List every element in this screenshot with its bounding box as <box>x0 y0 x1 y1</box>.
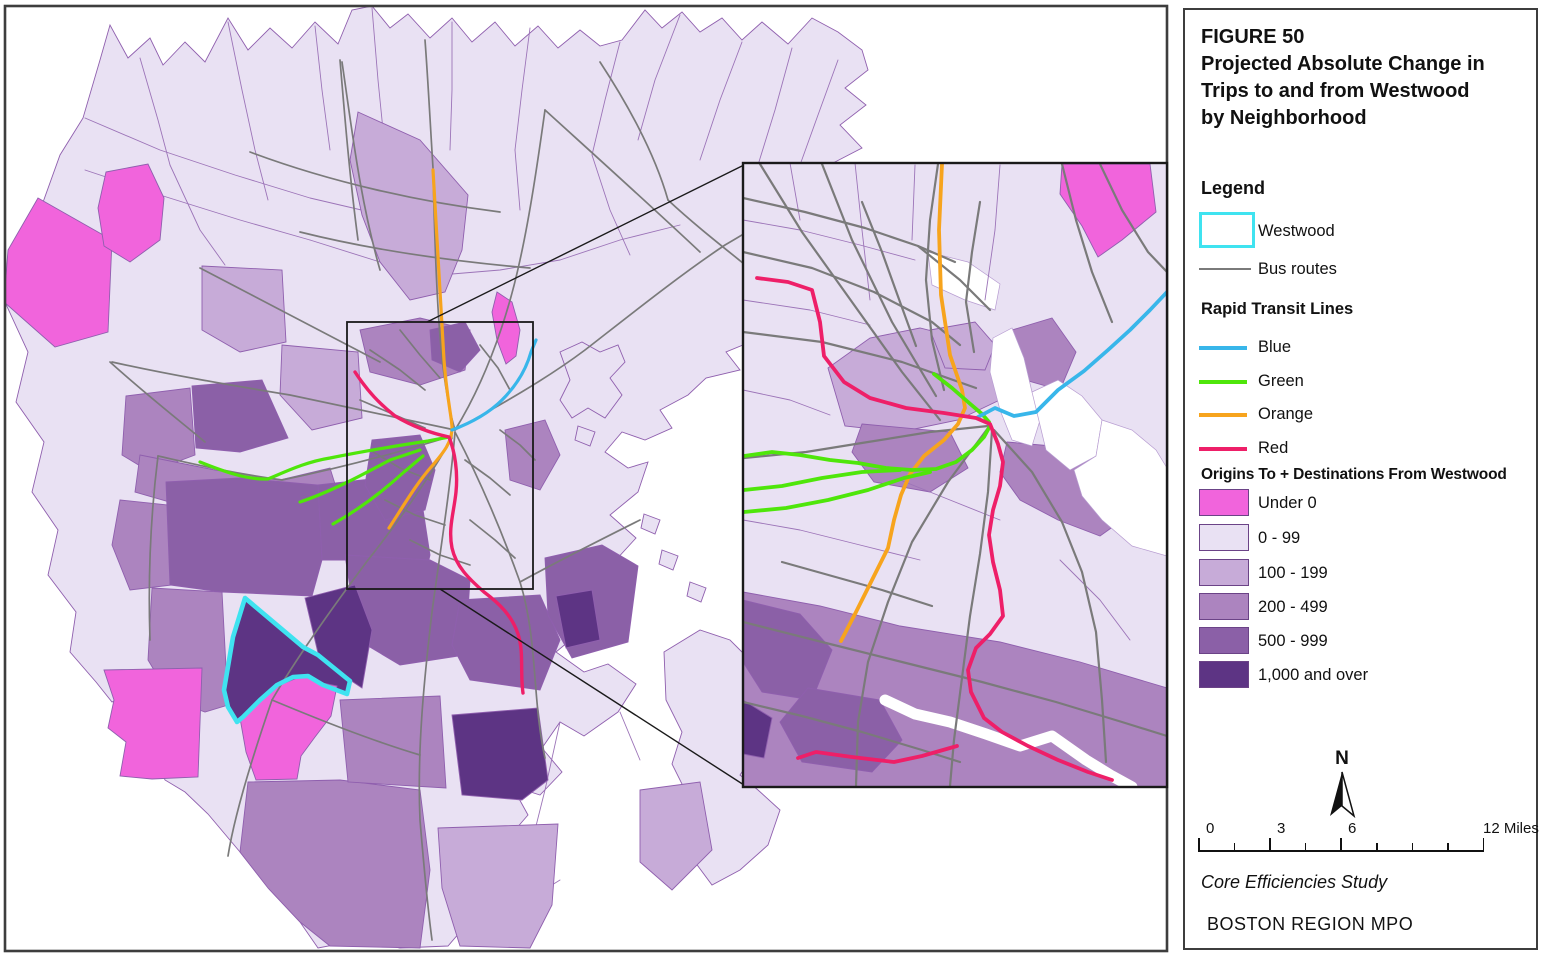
orange-line-inset <box>839 163 967 643</box>
choropleth-legend-header: Origins To + Destinations From Westwood <box>1201 466 1507 483</box>
north-arrow-icon <box>1330 771 1356 819</box>
red-line <box>353 370 525 695</box>
green-line-swatch <box>1199 380 1247 384</box>
westwood-outline <box>221 595 353 725</box>
blue-line-swatch <box>1199 346 1247 350</box>
orange-line-swatch <box>1199 413 1247 417</box>
red-line-inset-spur <box>796 744 959 764</box>
green-line-branch <box>298 448 422 504</box>
north-arrow: N <box>1320 748 1364 820</box>
blue-line <box>450 338 538 432</box>
green-line-inset-branch <box>743 470 932 514</box>
orange-line <box>387 168 454 530</box>
blue-line-inset <box>976 290 1167 419</box>
scale-end-label: 12 Miles <box>1483 820 1539 837</box>
class-swatch-200-499 <box>1199 593 1249 620</box>
negative-region <box>491 291 521 365</box>
inset-frame <box>741 161 1169 789</box>
red-line-swatch <box>1199 447 1247 451</box>
study-name: Core Efficiencies Study <box>1201 872 1388 892</box>
organization-name: BOSTON REGION MPO <box>1207 914 1414 934</box>
class-swatch-0-99 <box>1199 524 1249 551</box>
inset-map <box>741 161 1169 789</box>
green-line-branch <box>331 454 425 526</box>
negative-region <box>103 667 203 780</box>
bus-routes-legend-label: Bus routes <box>1258 260 1337 278</box>
scale-bar: 0 3 6 12 Miles <box>1198 820 1539 866</box>
inset-boundaries <box>743 163 1131 641</box>
westwood-legend-swatch <box>1199 212 1255 248</box>
class-swatch-100-199 <box>1199 559 1249 586</box>
negative-region-inset <box>1059 163 1157 258</box>
transit-lines-main <box>198 168 538 695</box>
transit-lines-header: Rapid Transit Lines <box>1201 300 1354 318</box>
figure-number: FIGURE 50 <box>1201 26 1305 48</box>
inset-water <box>879 251 1167 787</box>
green-line-inset-spur <box>932 372 991 424</box>
region-nahant <box>559 341 626 419</box>
bus-routes-legend-line <box>1199 268 1251 270</box>
negative-region <box>97 163 165 263</box>
info-panel: FIGURE 50 Projected Absolute Change in T… <box>1183 8 1539 950</box>
north-label: N <box>1335 748 1349 769</box>
westwood-legend-label: Westwood <box>1258 222 1335 240</box>
class-swatch-500-999 <box>1199 627 1249 654</box>
region-landmass <box>6 7 869 949</box>
legend-header: Legend <box>1201 178 1266 198</box>
green-line <box>198 435 451 481</box>
class-swatch-1000-over <box>1199 661 1249 688</box>
main-map <box>6 7 869 949</box>
class-swatch-under-0 <box>1199 489 1249 516</box>
inset-connector-lines <box>426 164 745 786</box>
choropleth-patches <box>6 111 713 949</box>
red-line-inset <box>755 276 1114 782</box>
green-line-inset-branch <box>743 468 902 492</box>
transit-lines-inset <box>743 163 1167 782</box>
figure-title: FIGURE 50 Projected Absolute Change in T… <box>1201 24 1531 132</box>
